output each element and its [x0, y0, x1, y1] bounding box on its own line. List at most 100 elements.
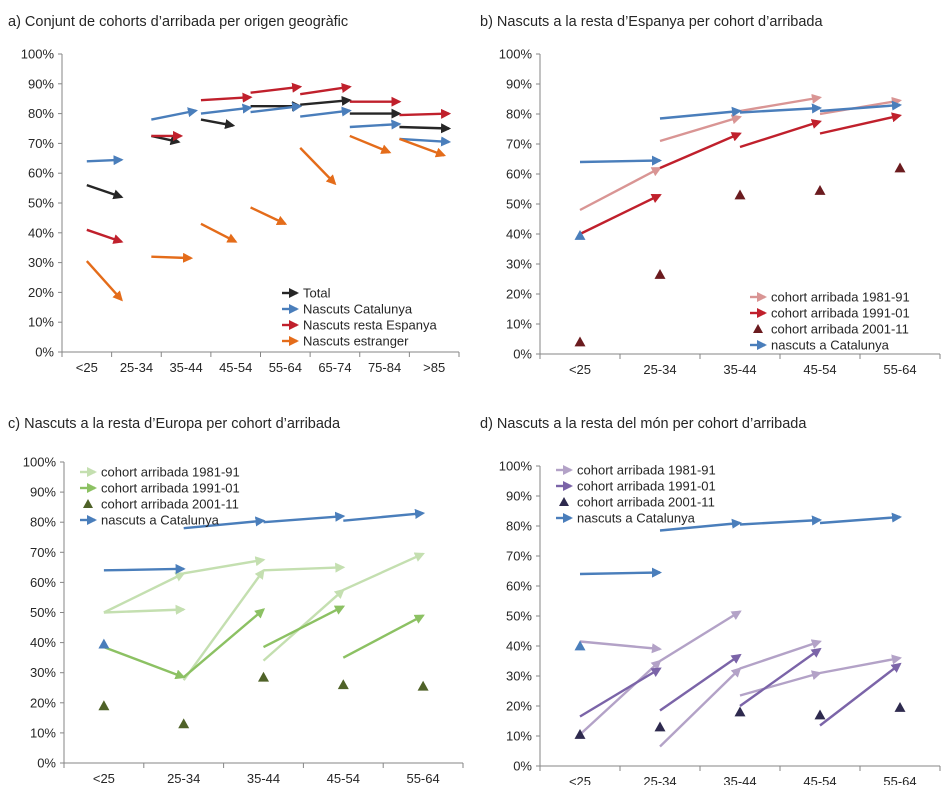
- y-tick-label: 40%: [28, 225, 54, 240]
- panel-b: b) Nascuts a la resta d’Espanya per coho…: [480, 14, 941, 377]
- arrow-mark: [819, 512, 903, 525]
- y-tick-label: 100%: [21, 47, 55, 62]
- legend-label: cohort arribada 1981-91: [101, 465, 240, 480]
- arrow-mark: [579, 567, 663, 578]
- y-tick-label: 90%: [28, 76, 54, 91]
- y-tick-label: 60%: [506, 579, 532, 594]
- arrow-mark: [182, 568, 265, 681]
- x-tick-label: 45-54: [803, 362, 836, 377]
- x-tick-label: 35-44: [723, 774, 756, 785]
- arrow-mark: [200, 103, 253, 115]
- y-tick-label: 40%: [506, 639, 532, 654]
- arrow-mark: [579, 667, 662, 718]
- triangle-marker: [734, 189, 746, 200]
- y-tick-label: 80%: [28, 106, 54, 121]
- arrow-mark: [399, 137, 447, 158]
- x-tick-label: 75-84: [368, 360, 401, 375]
- x-tick-label: 35-44: [723, 362, 756, 377]
- triangle-marker: [417, 680, 429, 691]
- triangle-marker: [98, 700, 110, 711]
- y-tick-label: 10%: [506, 317, 532, 332]
- legend-label: cohort arribada 1981-91: [771, 290, 910, 305]
- x-tick-label: 55-64: [406, 771, 439, 785]
- arrow-mark: [262, 605, 346, 649]
- y-tick-label: 50%: [506, 197, 532, 212]
- x-tick-label: 55-64: [883, 774, 916, 785]
- y-tick-label: 100%: [499, 47, 533, 62]
- x-tick-label: <25: [93, 771, 115, 785]
- y-tick-label: 0%: [513, 347, 532, 362]
- triangle-marker: [734, 706, 746, 717]
- legend-label: Total: [303, 286, 331, 301]
- legend-label: Nascuts estranger: [303, 334, 409, 349]
- legend-label: Nascuts Catalunya: [303, 302, 413, 317]
- y-tick-label: 20%: [28, 285, 54, 300]
- arrow-mark: [250, 206, 288, 225]
- arrow-mark: [739, 119, 822, 149]
- arrow-mark: [399, 123, 452, 134]
- y-tick-label: 100%: [499, 459, 533, 474]
- legend-label: nascuts a Catalunya: [101, 513, 220, 528]
- y-tick-label: 60%: [30, 575, 56, 590]
- y-tick-label: 90%: [506, 77, 532, 92]
- arrow-mark: [299, 147, 337, 186]
- triangle-marker: [258, 671, 269, 682]
- legend-label: cohort arribada 2001-11: [577, 495, 715, 510]
- y-tick-label: 60%: [506, 167, 532, 182]
- legend-label: nascuts a Catalunya: [771, 338, 890, 353]
- arrow-mark: [182, 608, 266, 679]
- arrow-mark: [659, 114, 742, 143]
- y-tick-label: 30%: [506, 669, 532, 684]
- x-tick-label: >85: [423, 360, 445, 375]
- legend-triangle-swatch: [83, 499, 93, 508]
- legend-label: cohort arribada 1981-91: [577, 463, 716, 478]
- y-tick-label: 70%: [30, 545, 56, 560]
- y-tick-label: 60%: [28, 166, 54, 181]
- panel-d: d) Nascuts a la resta del món per cohort…: [480, 416, 941, 785]
- arrow-mark: [739, 515, 823, 526]
- x-tick-label: 45-54: [219, 360, 252, 375]
- arrow-mark: [349, 119, 402, 130]
- arrow-mark: [103, 645, 186, 680]
- x-tick-label: <25: [569, 362, 591, 377]
- arrow-mark: [200, 222, 238, 243]
- x-tick-label: 35-44: [169, 360, 202, 375]
- arrow-mark: [300, 106, 352, 118]
- y-tick-label: 40%: [506, 227, 532, 242]
- triangle-marker: [574, 230, 586, 240]
- triangle-marker: [654, 269, 666, 279]
- x-tick-label: <25: [76, 360, 98, 375]
- legend-label: cohort arribada 1991-01: [577, 479, 716, 494]
- arrow-mark: [739, 647, 822, 707]
- arrow-mark: [819, 662, 902, 727]
- triangle-marker: [574, 336, 586, 347]
- x-tick-label: 35-44: [247, 771, 280, 785]
- y-tick-label: 70%: [506, 549, 532, 564]
- panel-c: c) Nascuts a la resta d’Europa per cohor…: [8, 416, 464, 785]
- arrow-mark: [659, 518, 743, 532]
- arrow-mark: [103, 604, 186, 615]
- triangle-marker: [654, 721, 666, 732]
- arrow-mark: [85, 260, 123, 302]
- x-tick-label: 25-34: [120, 360, 153, 375]
- arrow-mark: [151, 252, 194, 263]
- chart-title: a) Conjunt de cohorts d’arribada per ori…: [8, 14, 348, 30]
- arrow-mark: [579, 166, 662, 212]
- triangle-marker: [894, 702, 906, 712]
- arrow-mark: [342, 552, 425, 592]
- arrow-mark: [300, 82, 352, 96]
- y-tick-label: 80%: [506, 107, 532, 122]
- arrow-mark: [103, 572, 186, 614]
- arrow-mark: [579, 193, 662, 236]
- y-tick-label: 30%: [506, 257, 532, 272]
- arrow-mark: [399, 108, 452, 119]
- arrow-mark: [250, 82, 303, 94]
- arrow-mark: [86, 183, 124, 200]
- arrow-mark: [343, 508, 426, 522]
- legend-triangle-swatch: [753, 324, 763, 333]
- arrow-mark: [739, 93, 822, 113]
- legend-label: cohort arribada 2001-11: [101, 497, 239, 512]
